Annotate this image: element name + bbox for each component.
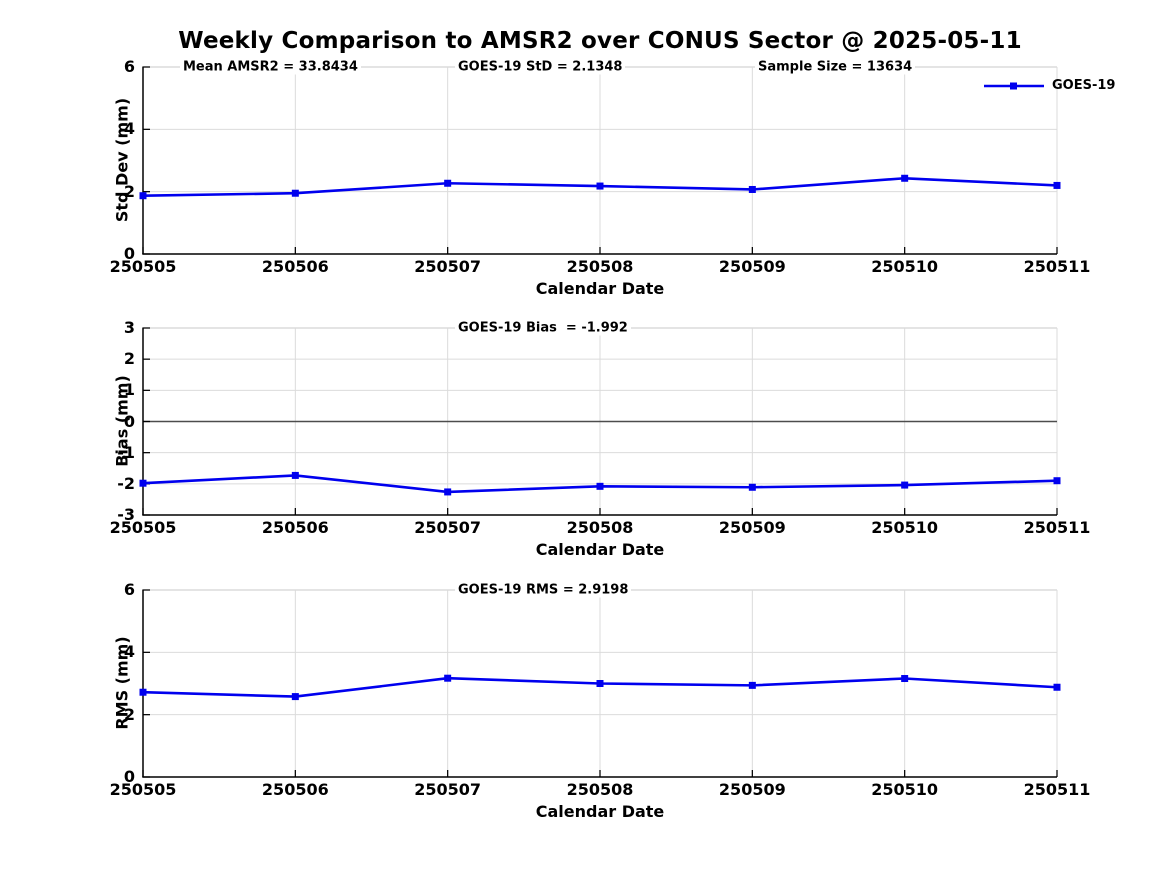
x-tick-label: 250506 bbox=[261, 518, 329, 537]
y-tick-label: 0 bbox=[123, 767, 135, 786]
goes19-rms-annotation: GOES-19 RMS = 2.9198 bbox=[455, 582, 632, 598]
data-point-marker bbox=[444, 179, 452, 187]
x-tick-label: 250506 bbox=[261, 780, 329, 799]
x-tick-label: 250510 bbox=[871, 780, 939, 799]
x-tick-label: 250506 bbox=[261, 257, 329, 276]
x-tick-label: 250509 bbox=[718, 518, 786, 537]
data-point-marker bbox=[291, 693, 299, 701]
data-point-marker bbox=[139, 688, 147, 696]
x-tick-label: 250510 bbox=[871, 257, 939, 276]
data-point-marker bbox=[291, 189, 299, 197]
x-tick-label: 250509 bbox=[718, 780, 786, 799]
y-tick-label: -1 bbox=[117, 442, 135, 462]
x-tick-label: 250510 bbox=[871, 518, 939, 537]
x-tick-label: 250508 bbox=[566, 780, 634, 799]
data-point-marker bbox=[596, 680, 604, 687]
goes19-std-annotation: GOES-19 StD = 2.1348 bbox=[455, 59, 626, 75]
legend: GOES-19 bbox=[983, 78, 1115, 93]
x-tick-label: 250507 bbox=[414, 518, 482, 537]
x-tick-label: 250511 bbox=[1023, 518, 1091, 537]
rms-y-axis-label: RMS (mm) bbox=[112, 636, 132, 730]
x-tick-label: 250505 bbox=[109, 780, 177, 799]
x-tick-label: 250508 bbox=[566, 257, 634, 276]
x-tick-label: 250507 bbox=[414, 780, 482, 799]
data-point-marker bbox=[1053, 477, 1061, 485]
data-point-marker bbox=[748, 681, 756, 689]
x-tick-label: 250509 bbox=[718, 257, 786, 276]
calendar-date-label: Calendar Date bbox=[535, 540, 665, 559]
data-point-marker bbox=[748, 185, 756, 193]
y-tick-label: 3 bbox=[123, 318, 135, 337]
data-point-marker bbox=[291, 471, 299, 479]
data-point-marker bbox=[444, 488, 452, 496]
x-tick-label: 250511 bbox=[1023, 780, 1091, 799]
sample-size-annotation: Sample Size = 13634 bbox=[755, 59, 916, 75]
y-tick-label: -3 bbox=[117, 505, 135, 524]
y-tick-label: 4 bbox=[123, 119, 135, 139]
x-tick-label: 250505 bbox=[109, 518, 177, 537]
calendar-date-label: Calendar Date bbox=[535, 802, 665, 821]
y-tick-label: 6 bbox=[123, 580, 135, 599]
calendar-date-label: Calendar Date bbox=[535, 279, 665, 298]
y-tick-label: 2 bbox=[123, 349, 135, 369]
data-point-marker bbox=[1053, 181, 1061, 189]
x-tick-label: 250507 bbox=[414, 257, 482, 276]
y-tick-label: 1 bbox=[123, 380, 135, 400]
data-point-marker bbox=[901, 675, 909, 683]
stddev-y-axis-label: Std Dev (mm) bbox=[112, 97, 132, 223]
data-point-marker bbox=[139, 192, 147, 200]
legend-label: GOES-19 bbox=[1052, 78, 1116, 93]
mean-amsr2-annotation: Mean AMSR2 = 33.8434 bbox=[180, 59, 361, 75]
x-tick-label: 250505 bbox=[109, 257, 177, 276]
data-point-marker bbox=[901, 481, 909, 489]
data-point-marker bbox=[596, 482, 604, 490]
x-tick-label: 250511 bbox=[1023, 257, 1091, 276]
y-tick-label: 2 bbox=[123, 181, 135, 201]
chart-title: Weekly Comparison to AMSR2 over CONUS Se… bbox=[178, 28, 1022, 54]
data-point-marker bbox=[901, 174, 909, 182]
data-point-marker bbox=[1053, 683, 1061, 691]
goes19-bias-annotation: GOES-19 Bias = -1.992 bbox=[455, 320, 631, 336]
y-tick-label: -2 bbox=[117, 473, 135, 493]
y-tick-label: 0 bbox=[123, 411, 135, 431]
y-tick-label: 2 bbox=[123, 704, 135, 724]
data-point-marker bbox=[748, 483, 756, 491]
y-tick-label: 6 bbox=[123, 57, 135, 76]
x-tick-label: 250508 bbox=[566, 518, 634, 537]
legend-line-icon bbox=[984, 82, 1044, 89]
data-point-marker bbox=[139, 479, 147, 487]
data-point-marker bbox=[444, 674, 452, 682]
y-tick-label: 4 bbox=[123, 642, 135, 662]
y-tick-label: 0 bbox=[123, 244, 135, 263]
data-point-marker bbox=[596, 182, 604, 190]
